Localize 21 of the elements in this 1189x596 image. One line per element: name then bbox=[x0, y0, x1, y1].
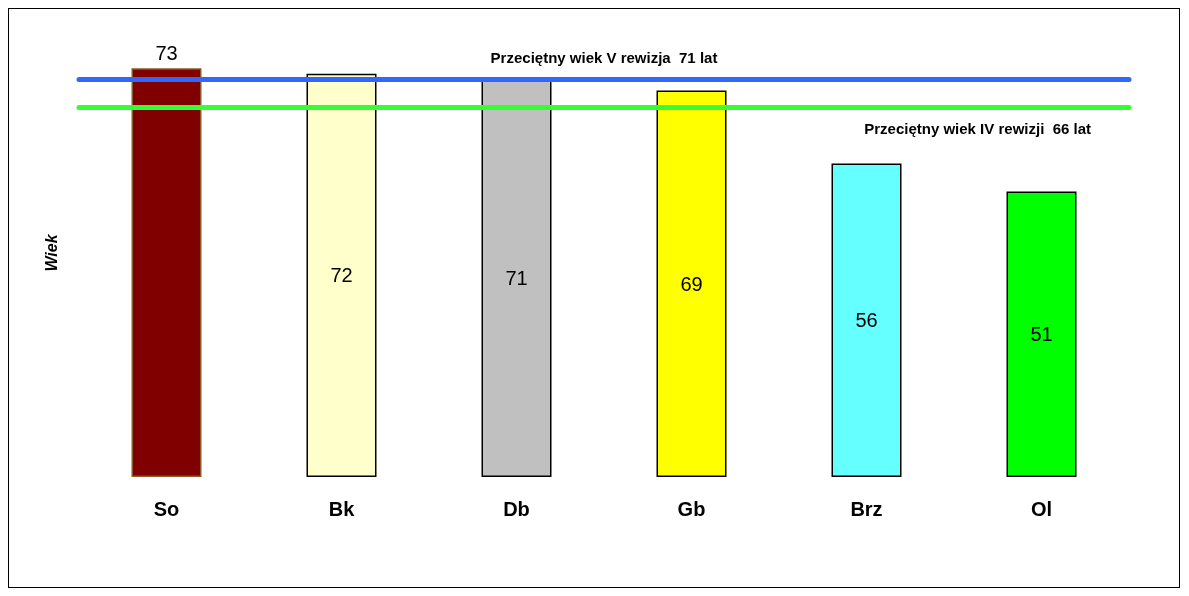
x-tick-label: Gb bbox=[677, 498, 706, 520]
bar bbox=[306, 73, 377, 477]
bar bbox=[481, 79, 552, 477]
ref-line-label: Przeciętny wiek V rewizja 71 lat bbox=[490, 49, 718, 67]
ref-line-label: Przeciętny wiek IV rewizji 66 lat bbox=[864, 120, 1091, 138]
data-label: 56 bbox=[855, 309, 878, 332]
data-label: 73 bbox=[155, 42, 178, 65]
data-label: 71 bbox=[505, 267, 528, 290]
x-tick-label: So bbox=[153, 498, 180, 520]
data-label: 72 bbox=[330, 264, 353, 287]
x-tick-label: Bk bbox=[328, 498, 356, 520]
x-tick-label: Db bbox=[503, 498, 530, 520]
bar bbox=[131, 68, 202, 477]
x-tick-label: Brz bbox=[850, 498, 883, 520]
y-axis-title: Wiek bbox=[42, 233, 60, 272]
data-label: 69 bbox=[680, 272, 703, 295]
bar bbox=[656, 90, 727, 477]
bar bbox=[1006, 191, 1077, 477]
x-tick-label: Ol bbox=[1030, 498, 1053, 520]
data-label: 51 bbox=[1030, 323, 1053, 346]
bar bbox=[831, 163, 902, 477]
